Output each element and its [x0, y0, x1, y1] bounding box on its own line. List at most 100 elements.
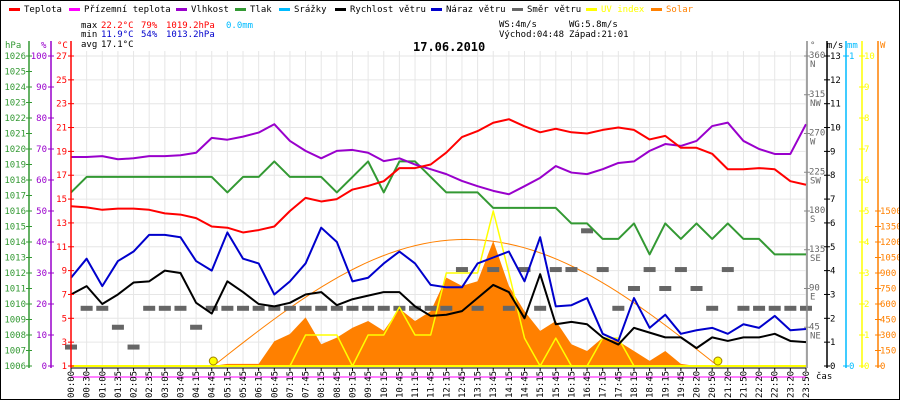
wind-tick-label: 6 [830, 219, 835, 229]
x-tick-label: 00:00 [67, 371, 77, 398]
humidity-tick-label: 40 [36, 238, 47, 248]
pressure-tick-label: 1009 [4, 316, 26, 326]
uv-tick-label: 4 [864, 238, 869, 248]
x-tick-label: 05:15 [223, 371, 233, 398]
uv-tick-label: 5 [864, 207, 869, 217]
humidity-line [71, 121, 807, 196]
solar-tick-label: 1350 [880, 223, 899, 233]
pressure-tick-label: 1018 [4, 176, 26, 186]
legend-swatch [586, 8, 597, 11]
legend-label: Teplota [24, 5, 62, 15]
direction-tick-label: 90 [809, 284, 820, 294]
legend-swatch [279, 8, 290, 11]
x-tick-label: 08:15 [317, 371, 327, 398]
humidity-tick-label: 20 [36, 300, 47, 310]
wind-direction-mark [518, 267, 531, 273]
wind-direction-mark [643, 267, 656, 273]
pressure-tick-label: 1016 [4, 207, 26, 217]
x-tick-label: 21:20 [724, 371, 734, 398]
legend-smer-vetru: Směr větru [512, 5, 581, 15]
pressure-tick-label: 1007 [4, 347, 26, 357]
wind-tick-label: 11 [830, 100, 841, 110]
wind-direction-mark [80, 305, 93, 311]
x-tick-label: 07:15 [286, 371, 296, 398]
sunset-marker [713, 356, 723, 366]
wind-direction-mark [237, 305, 250, 311]
x-tick-label: 01:00 [98, 371, 108, 398]
x-tick-label: 16:15 [567, 371, 577, 398]
direction-compass-label: E [810, 293, 815, 303]
legend-label: UV index [601, 5, 645, 15]
stat-min-press: 1013.2hPa [166, 30, 215, 40]
rain-tick-label: 0 [849, 362, 854, 372]
legend-swatch [651, 8, 662, 11]
x-tick-label: 09:15 [348, 371, 358, 398]
wind-direction-mark [534, 305, 547, 311]
legend-prizemni-teplota: Přízemní teplota [69, 5, 171, 15]
wind-direction-mark [205, 305, 218, 311]
direction-tick-label: 135 [809, 245, 825, 255]
uv-tick-label: 7 [864, 145, 869, 155]
x-tick-label: 12:45 [458, 371, 468, 398]
temperature-tick-label: 15 [56, 195, 67, 205]
wind-direction-mark [424, 305, 437, 311]
x-tick-label: 03:40 [176, 371, 186, 398]
legend-label: Solar [666, 5, 694, 15]
x-tick-label: 12:15 [442, 371, 452, 398]
solar-tick-label: 1050 [880, 254, 899, 264]
legend-label: Směr větru [527, 5, 582, 15]
direction-compass-label: N [810, 60, 815, 70]
legend-label: Tlak [250, 5, 272, 15]
pressure-tick-label: 1008 [4, 331, 26, 341]
solar-theoretical-line [212, 238, 719, 367]
wind-direction-mark [268, 305, 281, 311]
pressure-tick-label: 1026 [4, 52, 26, 62]
pressure-tick-label: 1019 [4, 161, 26, 171]
uv-tick-label: 0 [864, 362, 869, 372]
x-tick-label: 02:05 [130, 371, 140, 398]
x-tick-label: 17:45 [614, 371, 624, 398]
uv-tick-label: 1 [864, 331, 869, 341]
temperature-tick-label: 17 [56, 171, 67, 181]
uv-tick-label: 10 [864, 52, 875, 62]
solar-tick-label: 1500 [880, 207, 899, 217]
direction-compass-label: W [810, 138, 816, 148]
x-tick-label: 15:15 [536, 371, 546, 398]
x-tick-label: 18:15 [630, 371, 640, 398]
wind-direction-mark [659, 286, 672, 291]
wind-direction-mark [158, 305, 171, 311]
pressure-tick-label: 1012 [4, 269, 26, 279]
legend-rychlost-vetru: Rychlost větru [335, 5, 426, 15]
wind-direction-mark [252, 305, 265, 311]
wind-tick-label: 1 [830, 338, 835, 348]
chart-title: 17.06.2010 [413, 40, 486, 54]
x-tick-label: 05:45 [239, 371, 249, 398]
legend-srazky: Srážky [279, 5, 327, 15]
pressure-tick-label: 1025 [4, 68, 26, 78]
stat-rain: 0.0mm [226, 21, 254, 31]
wind-tick-label: 0 [830, 362, 835, 372]
x-tick-label: 20:50 [708, 371, 718, 398]
pressure-axis-unit: hPa [5, 41, 21, 51]
stat-max-hum: 79% [141, 21, 158, 31]
stat-max-temp: 22.2°C [101, 21, 134, 31]
solar-axis-unit: W [880, 41, 886, 51]
humidity-tick-label: 100 [31, 52, 47, 62]
legend-uv-index: UV index [586, 5, 644, 15]
wind-direction-mark [190, 324, 203, 330]
x-tick-label: 23:20 [786, 371, 796, 398]
uv-tick-label: 8 [864, 114, 869, 124]
rain-axis-unit: mm [847, 41, 858, 51]
solar-tick-label: 900 [880, 269, 896, 279]
wind-direction-mark [362, 305, 375, 311]
temperature-tick-label: 1 [62, 362, 67, 372]
wind-direction-mark [768, 305, 781, 311]
x-tick-label: 13:15 [474, 371, 484, 398]
stat-max-press: 1019.2hPa [166, 21, 215, 31]
direction-tick-label: 45 [809, 322, 820, 332]
x-tick-label: 19:15 [661, 371, 671, 398]
x-tick-label: 03:05 [161, 371, 171, 398]
temperature-tick-label: 3 [62, 338, 67, 348]
x-tick-label: 08:45 [333, 371, 343, 398]
